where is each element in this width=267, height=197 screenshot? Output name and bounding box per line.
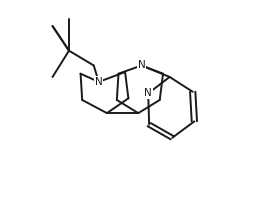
Text: N: N [138, 60, 146, 71]
Text: N: N [144, 88, 152, 98]
Text: N: N [95, 77, 103, 87]
